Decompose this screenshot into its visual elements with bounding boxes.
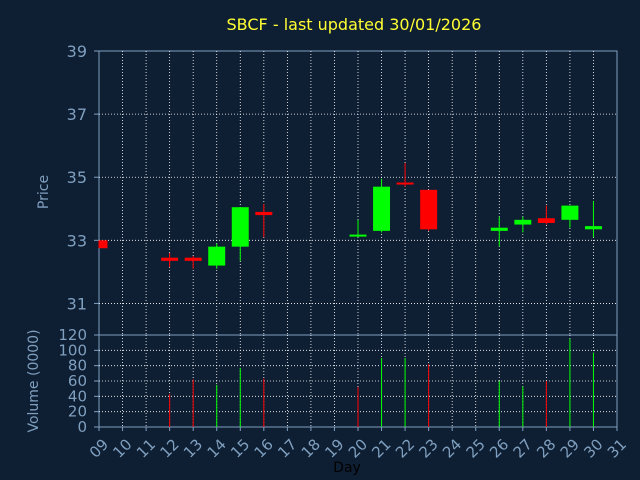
candle-body — [231, 207, 249, 247]
volume-tick-label: 120 — [58, 326, 87, 344]
candle-body — [490, 227, 508, 231]
candle-body — [514, 219, 532, 225]
price-panel: 31 33 35 37 39 — [67, 42, 618, 336]
volume-tick-label: 100 — [58, 341, 87, 359]
price-axis-label: Price — [36, 175, 52, 209]
candle-body — [537, 218, 555, 223]
volume-tick-label: 0 — [77, 418, 87, 436]
candle-body — [420, 189, 438, 230]
candle-body — [349, 234, 367, 237]
candle-body — [255, 211, 273, 216]
volume-tick-label: 80 — [68, 357, 87, 375]
chart-title: SBCF - last updated 30/01/2026 — [227, 15, 482, 34]
volume-axis-label: Volume (0000) — [26, 329, 42, 432]
candle-body — [99, 240, 108, 249]
price-tick-label: 35 — [67, 168, 87, 187]
candle-body — [184, 257, 202, 261]
candle-body — [584, 226, 602, 230]
volume-tick-label: 20 — [68, 403, 87, 421]
candle-body — [396, 182, 414, 185]
x-axis-label: Day — [333, 460, 361, 476]
volume-tick-label: 40 — [68, 387, 87, 405]
candle-body — [561, 205, 579, 220]
candle-body — [373, 186, 391, 231]
candle-body — [208, 246, 226, 266]
price-tick-label: 37 — [67, 105, 87, 124]
price-tick-label: 31 — [67, 294, 87, 313]
volume-tick-label: 60 — [68, 372, 87, 390]
candle-body — [161, 257, 179, 261]
price-tick-label: 39 — [67, 42, 87, 61]
price-tick-label: 33 — [67, 231, 87, 250]
